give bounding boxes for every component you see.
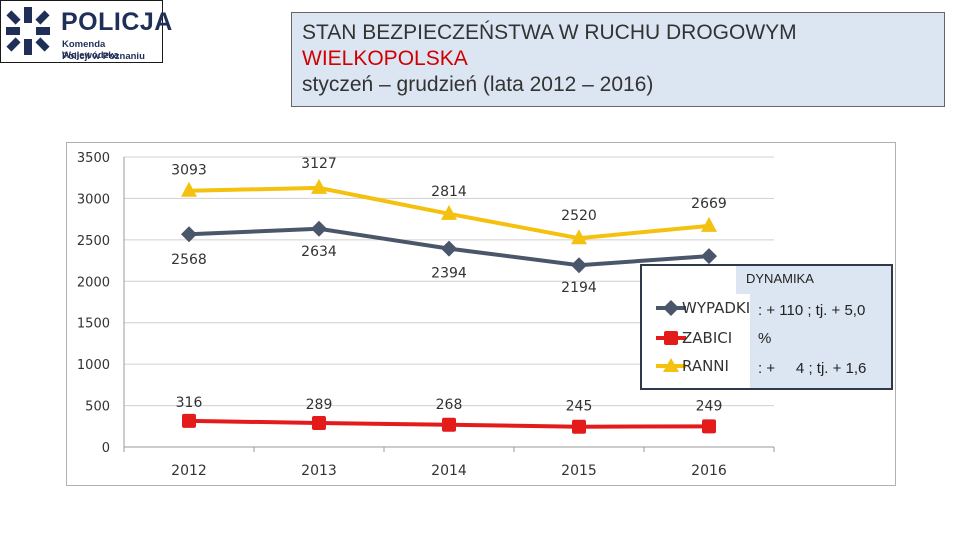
x-tick-label: 2013 xyxy=(301,463,337,479)
data-point-wypadki xyxy=(701,248,717,265)
title-line-1: STAN BEZPIECZEŃSTWA W RUCHU DROGOWYM xyxy=(302,21,797,44)
x-tick-label: 2014 xyxy=(431,463,467,479)
y-tick-label: 3500 xyxy=(77,151,110,166)
legend-value-zabici: % xyxy=(758,330,772,347)
y-tick-label: 2500 xyxy=(77,234,110,249)
logo-title: POLICJA xyxy=(61,8,173,36)
y-tick-label: 1500 xyxy=(77,317,110,332)
data-label-zabici: 268 xyxy=(436,397,463,413)
data-point-zabici xyxy=(702,419,716,434)
data-label-ranni: 2814 xyxy=(431,184,467,200)
data-point-zabici xyxy=(182,413,196,428)
data-label-zabici: 245 xyxy=(566,399,593,415)
y-tick-label: 0 xyxy=(102,441,110,456)
data-label-wypadki: 2194 xyxy=(561,280,597,296)
logo-subtitle-2: Policji w Poznaniu xyxy=(62,51,145,62)
data-point-wypadki xyxy=(311,220,327,237)
data-point-wypadki xyxy=(181,226,197,243)
x-tick-label: 2015 xyxy=(561,463,597,479)
data-point-wypadki xyxy=(441,240,457,257)
data-label-wypadki: 2634 xyxy=(301,244,337,260)
y-tick-label: 2000 xyxy=(77,275,110,290)
data-label-zabici: 249 xyxy=(696,398,723,414)
legend-box: DYNAMIKA WYPADKI : + 110 ; tj. + 5,0 ZAB… xyxy=(640,264,893,390)
legend-title: DYNAMIKA xyxy=(746,271,814,286)
legend-marker-ranni xyxy=(656,358,686,372)
title-period: styczeń – grudzień (lata 2012 – 2016) xyxy=(302,73,654,96)
data-point-wypadki xyxy=(571,257,587,274)
data-label-wypadki: 2568 xyxy=(171,252,207,268)
title-box: STAN BEZPIECZEŃSTWA W RUCHU DROGOWYM WIE… xyxy=(291,12,945,107)
data-point-ranni xyxy=(181,181,197,197)
data-point-ranni xyxy=(701,216,717,232)
data-point-zabici xyxy=(312,416,326,431)
police-logo: POLICJA Komenda Wojewódzka Policji w Poz… xyxy=(0,0,172,63)
data-label-zabici: 316 xyxy=(176,395,203,411)
legend-marker-wypadki xyxy=(656,300,686,316)
data-point-ranni xyxy=(441,204,457,220)
data-point-ranni xyxy=(311,178,327,194)
police-star-icon xyxy=(6,7,50,55)
data-point-ranni xyxy=(571,229,587,245)
data-label-ranni: 3127 xyxy=(301,156,337,172)
data-label-ranni: 2520 xyxy=(561,208,597,224)
legend-marker-zabici xyxy=(656,331,686,345)
data-point-zabici xyxy=(572,419,586,434)
data-label-ranni: 2669 xyxy=(691,196,727,212)
data-label-wypadki: 2394 xyxy=(431,266,467,282)
y-tick-label: 500 xyxy=(85,400,110,415)
legend-label-wypadki: WYPADKI xyxy=(682,299,751,317)
legend-value-wypadki: : + 110 ; tj. + 5,0 xyxy=(758,302,866,319)
logo-subtitle-1: Komenda Wojewódzka xyxy=(62,39,119,61)
x-tick-label: 2012 xyxy=(171,463,207,479)
data-label-ranni: 3093 xyxy=(171,163,207,179)
legend-header xyxy=(736,266,891,294)
y-tick-label: 1000 xyxy=(77,358,110,373)
title-region: WIELKOPOLSKA xyxy=(302,47,468,70)
x-tick-label: 2016 xyxy=(691,463,727,479)
data-point-zabici xyxy=(442,417,456,432)
legend-label-zabici: ZABICI xyxy=(682,329,733,347)
y-tick-label: 3000 xyxy=(77,192,110,207)
legend-label-ranni: RANNI xyxy=(682,357,729,375)
legend-value-ranni: : + 4 ; tj. + 1,6 xyxy=(758,360,867,377)
data-label-zabici: 289 xyxy=(306,397,333,413)
